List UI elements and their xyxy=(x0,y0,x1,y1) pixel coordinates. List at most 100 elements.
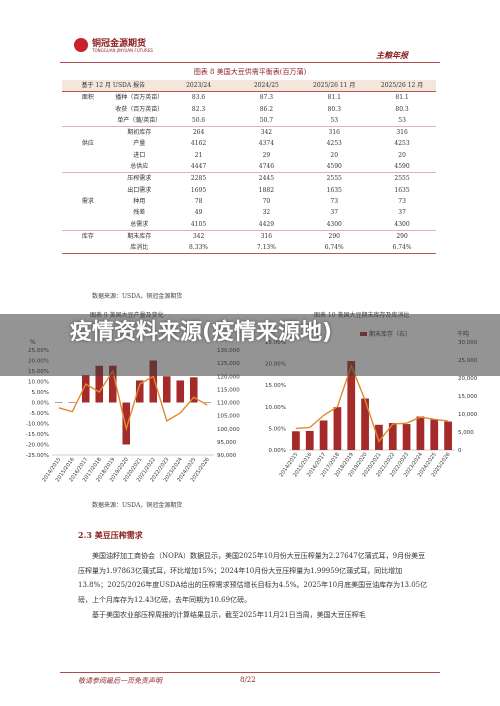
row-group: 需求 xyxy=(81,197,94,205)
footer-divider xyxy=(60,672,440,673)
row-group xyxy=(62,207,114,218)
cell-value: 342 xyxy=(192,232,205,240)
row-item: 库消比 xyxy=(113,242,165,255)
row-item: 期初库存 xyxy=(127,129,152,137)
row-item: 期末库存 xyxy=(127,232,152,240)
table-row: 收获（百万英亩） 82.3 86.2 80.3 80.3 xyxy=(62,104,436,115)
cell-value: 21 xyxy=(194,151,203,159)
cell-value: 4746 xyxy=(232,161,301,174)
bar xyxy=(68,402,77,403)
bar xyxy=(81,375,90,403)
y-tick-label: 15.00% xyxy=(265,383,286,389)
cell-value: 1882 xyxy=(258,186,275,194)
y-tick-label: -5.00% xyxy=(30,411,49,417)
cell-value: 4300 xyxy=(300,218,369,231)
row-group xyxy=(62,242,114,255)
cell-value: 87.3 xyxy=(259,94,274,102)
table-title: 图表 8 美国大豆供需平衡表(百万蒲) xyxy=(193,68,307,76)
series-line xyxy=(295,363,449,443)
header-col: 2025/26 12 月 xyxy=(368,80,436,93)
balance-sheet-table: 基于 12 月 USDA 报告 2023/24 2024/25 2025/26 … xyxy=(62,80,436,255)
y-tick-label: 10.00% xyxy=(265,405,286,411)
bar xyxy=(361,398,369,450)
table-row: 总供应 4447 4746 4590 4590 xyxy=(62,161,436,174)
y2-tick-label: 10,000 xyxy=(458,412,478,418)
row-item: 收获（百万英亩） xyxy=(115,105,164,113)
cell-value: 316 xyxy=(260,232,273,240)
cell-value: 80.3 xyxy=(395,105,409,113)
cell-value: 4590 xyxy=(300,161,369,174)
cell-value: 78 xyxy=(194,197,203,205)
cell-value: 83.6 xyxy=(191,94,206,102)
cell-value: 290 xyxy=(328,232,340,240)
table-row: 需求 种用 78 70 73 73 xyxy=(62,196,436,207)
cell-value: 53 xyxy=(300,114,369,128)
bar xyxy=(347,361,356,450)
row-group xyxy=(62,104,114,115)
cell-value: 4162 xyxy=(190,140,207,148)
cell-value: 81.1 xyxy=(327,94,341,102)
y-tick-label: 0.00% xyxy=(269,448,286,454)
cell-value: 86.2 xyxy=(259,105,274,113)
row-item: 出口需求 xyxy=(127,186,152,194)
page-header: 铜冠金源期货 TONGGUAN JINYUAN FUTURES 主粮年报 xyxy=(0,0,500,62)
cell-value: 1635 xyxy=(394,186,410,194)
table-row: 出口需求 1695 1882 1635 1635 xyxy=(62,185,436,196)
y-tick-label: -15.00% xyxy=(26,432,49,438)
y2-tick-label: 90,000 xyxy=(217,453,237,459)
y2-tick-label: 20,000 xyxy=(458,376,478,382)
cell-value: 1635 xyxy=(326,186,342,194)
bar xyxy=(402,424,411,450)
bar xyxy=(122,402,131,445)
table-row: 期初库存 264 342 316 316 xyxy=(62,127,436,139)
cell-value: 70 xyxy=(262,197,271,205)
y2-tick-label: 120,000 xyxy=(217,374,240,380)
bar xyxy=(203,402,212,403)
header-basis: 基于 12 月 USDA 报告 xyxy=(62,80,165,93)
bar xyxy=(189,377,198,403)
chart-source: 数据来源：USDA，铜冠金源期货 xyxy=(92,502,183,509)
table-source: 数据来源：USDA，铜冠金源期货 xyxy=(92,293,183,300)
bar xyxy=(430,419,439,450)
section-title: 2.3 美豆压榨需求 xyxy=(78,530,143,540)
row-item: 播种（百万英亩） xyxy=(115,94,164,102)
company-name: 铜冠金源期货 xyxy=(92,39,147,49)
cell-value: 37 xyxy=(398,209,406,217)
row-item: 单产（蒲/英亩） xyxy=(113,114,165,128)
footer-disclaimer: 敬请参阅最后一页免责声明 xyxy=(78,677,162,685)
table-row: 库存 期末库存 342 316 290 290 xyxy=(62,230,436,242)
ending-stocks-chart: 25.00%20.00%15.00%10.00%5.00%0.00%30,000… xyxy=(265,330,478,478)
cell-value: 50.6 xyxy=(164,114,233,128)
bar xyxy=(95,365,104,403)
y2-tick-label: 5,000 xyxy=(458,430,474,436)
bar xyxy=(416,416,425,450)
y-tick-label: 5.00% xyxy=(269,426,286,432)
y-tick-label: -25.00% xyxy=(26,453,49,459)
cell-value: 4447 xyxy=(164,161,233,174)
bar xyxy=(54,402,63,403)
table-row: 库消比 8.33% 7.13% 6.74% 6.74% xyxy=(62,242,436,255)
row-item: 进口 xyxy=(133,151,146,159)
row-item: 总供应 xyxy=(113,161,165,174)
bar xyxy=(305,430,314,450)
y2-tick-label: 115,000 xyxy=(217,387,240,393)
watermark-banner-text: 疫情资料来源(疫情来源地) xyxy=(70,320,333,345)
row-item: 残差 xyxy=(133,209,146,217)
header-divider xyxy=(60,62,440,63)
cell-value: 73 xyxy=(330,197,339,205)
cell-value: 2285 xyxy=(190,175,207,183)
cell-value: 50.7 xyxy=(232,114,301,128)
y-tick-label: 5.00% xyxy=(32,390,49,396)
row-group xyxy=(62,127,114,139)
row-group: 面积 xyxy=(81,94,94,102)
table-row: 面积 播种（百万英亩） 83.6 87.3 81.1 81.1 xyxy=(62,92,436,104)
row-group xyxy=(62,173,114,185)
y2-tick-label: 100,000 xyxy=(217,427,240,433)
cell-value: 4590 xyxy=(368,161,436,174)
cell-value: 316 xyxy=(396,129,408,137)
cell-value: 6.74% xyxy=(300,242,369,255)
y2-tick-label: 15,000 xyxy=(458,394,478,400)
cell-value: 82.3 xyxy=(191,105,206,113)
table-row: 供应 产量 4162 4374 4253 4253 xyxy=(62,138,436,149)
